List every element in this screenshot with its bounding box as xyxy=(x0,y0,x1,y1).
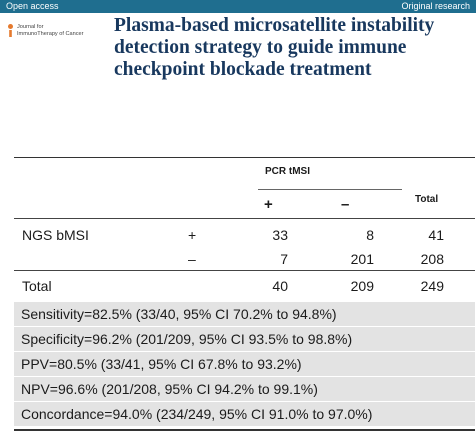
stat-npv: NPV=96.6% (201/208, 95% CI 94.2% to 99.1… xyxy=(14,377,475,401)
group-header: PCR tMSI xyxy=(265,166,310,177)
body-bottom-rule xyxy=(14,270,475,271)
group-header-rule xyxy=(258,189,402,190)
stat-sensitivity: Sensitivity=82.5% (33/40, 95% CI 70.2% t… xyxy=(14,302,475,326)
table-cell: 7 xyxy=(280,251,288,267)
row-sign: – xyxy=(188,251,196,267)
journal-logo-icon xyxy=(8,24,13,37)
table-cell: 249 xyxy=(420,278,444,294)
top-bar: Open access Original research xyxy=(0,0,476,13)
row-header: NGS bMSI xyxy=(22,227,89,243)
article-title: Plasma-based microsatellite instability … xyxy=(114,15,470,81)
table-cell: 208 xyxy=(420,251,444,267)
title-line-2: detection strategy to guide immune xyxy=(114,37,407,58)
col-header-plus: + xyxy=(264,196,273,213)
stat-concordance: Concordance=94.0% (234/249, 95% CI 91.0%… xyxy=(14,402,475,426)
journal-name-line2: ImmunoTherapy of Cancer xyxy=(17,31,84,37)
stat-specificity: Specificity=96.2% (201/209, 95% CI 93.5%… xyxy=(14,327,475,351)
header-bottom-rule xyxy=(14,218,475,219)
title-line-3: checkpoint blockade treatment xyxy=(114,59,372,80)
total-row-label: Total xyxy=(22,278,52,294)
table-cell: 41 xyxy=(428,227,444,243)
table-cell: 201 xyxy=(350,251,374,267)
open-access-label: Open access xyxy=(6,1,59,11)
row-sign: + xyxy=(188,227,197,243)
article-type-label: Original research xyxy=(401,1,470,11)
col-header-total: Total xyxy=(415,194,439,205)
table-cell: 209 xyxy=(350,278,374,294)
table-cell: 40 xyxy=(272,278,288,294)
table-top-rule xyxy=(14,157,475,158)
title-line-1: Plasma-based microsatellite instability xyxy=(114,15,435,36)
stat-ppv: PPV=80.5% (33/41, 95% CI 67.8% to 93.2%) xyxy=(14,352,475,376)
table-cell: 33 xyxy=(272,227,288,243)
journal-logo: Journal for ImmunoTherapy of Cancer xyxy=(6,21,104,41)
col-header-minus: – xyxy=(341,196,350,213)
table-cell: 8 xyxy=(366,227,374,243)
table-bottom-rule xyxy=(14,429,475,431)
journal-name-line1: Journal for xyxy=(17,24,44,30)
